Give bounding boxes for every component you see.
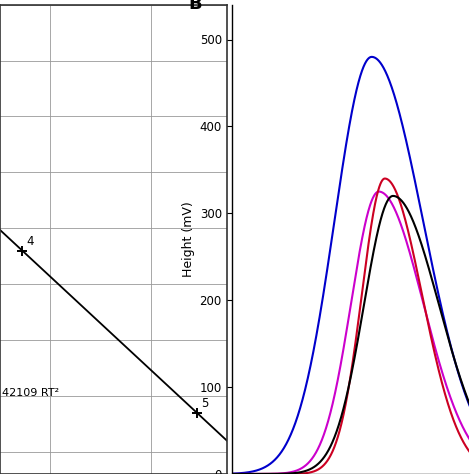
Text: 42109 RT²: 42109 RT² xyxy=(2,388,59,398)
Y-axis label: Height (mV): Height (mV) xyxy=(182,201,195,277)
Text: 5: 5 xyxy=(201,397,208,410)
Text: 4: 4 xyxy=(26,235,34,248)
Text: B: B xyxy=(189,0,202,13)
